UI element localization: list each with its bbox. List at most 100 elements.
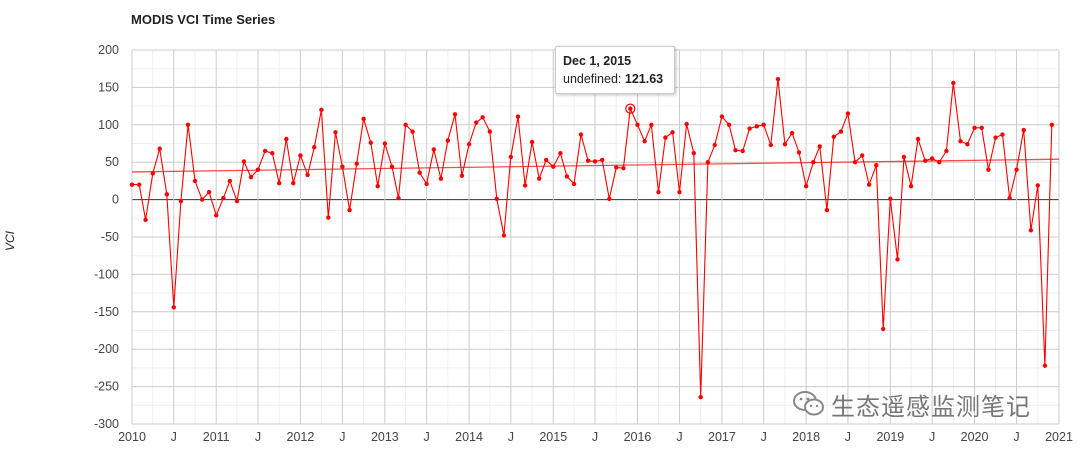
tooltip-value: 121.63 — [624, 72, 664, 86]
data-point — [740, 148, 745, 154]
data-point — [564, 174, 570, 179]
tooltip: Dec 1, 2015 undefined: 121.63 — [555, 46, 675, 94]
data-point — [663, 135, 668, 140]
data-point — [241, 159, 247, 164]
data-point — [340, 164, 345, 169]
data-point — [831, 134, 837, 139]
data-point — [571, 181, 577, 187]
data-point — [255, 167, 261, 172]
x-tick-label: J — [845, 430, 851, 444]
data-point — [333, 130, 338, 135]
data-point — [164, 192, 170, 197]
data-point — [796, 150, 802, 155]
data-point — [522, 183, 528, 188]
tooltip-date: Dec 1, 2015 — [563, 54, 632, 68]
data-point — [585, 158, 591, 163]
data-point — [944, 148, 949, 154]
x-tick-label: 2015 — [539, 430, 567, 444]
y-tick-label: 150 — [98, 80, 119, 94]
x-tick-label: 2020 — [961, 430, 989, 444]
data-point — [719, 114, 725, 119]
y-tick-label: -100 — [94, 267, 119, 281]
data-point — [558, 151, 563, 156]
x-tick-label: 2012 — [287, 430, 315, 444]
highlight-ring — [625, 103, 636, 114]
data-point — [347, 207, 352, 213]
data-point — [298, 153, 303, 158]
data-point — [656, 189, 661, 195]
data-point — [157, 146, 162, 151]
series-line — [132, 79, 1053, 398]
data-point — [529, 139, 535, 145]
y-tick-label: 50 — [105, 155, 119, 169]
data-point — [262, 148, 268, 154]
data-point — [199, 197, 205, 202]
data-point — [389, 164, 395, 169]
data-point — [284, 136, 289, 142]
data-point — [803, 183, 809, 189]
data-point — [248, 174, 254, 180]
data-point — [312, 145, 317, 150]
tooltip-label: undefined: — [563, 72, 622, 86]
data-point — [866, 182, 872, 187]
data-point — [979, 125, 984, 130]
data-point — [221, 195, 226, 201]
data-point — [922, 158, 928, 163]
data-point — [129, 182, 135, 187]
data-point — [677, 189, 682, 195]
data-point — [1035, 183, 1040, 188]
data-point — [895, 257, 900, 262]
data-point — [459, 173, 465, 178]
data-point — [1028, 228, 1034, 233]
data-point — [438, 176, 444, 181]
data-point — [466, 142, 472, 147]
data-point — [206, 189, 212, 195]
data-point — [761, 122, 766, 128]
data-point — [860, 153, 865, 158]
data-point — [543, 157, 549, 163]
x-tick-label: J — [929, 430, 935, 444]
x-tick-label: 2013 — [371, 430, 399, 444]
x-tick-label: 2019 — [876, 430, 904, 444]
data-point — [368, 140, 373, 145]
x-tick-label: J — [676, 430, 682, 444]
data-point — [698, 394, 703, 400]
data-point — [747, 126, 752, 131]
data-point — [874, 162, 879, 168]
data-point — [214, 213, 219, 218]
data-point — [726, 122, 732, 128]
data-point — [578, 132, 584, 137]
y-tick-label: -300 — [94, 417, 119, 431]
data-point — [178, 198, 184, 204]
data-point — [1014, 167, 1019, 172]
x-tick-label: J — [1013, 430, 1019, 444]
data-point — [291, 180, 296, 186]
data-point — [382, 141, 388, 146]
data-point — [817, 144, 822, 149]
data-point — [880, 326, 886, 332]
x-tick-label: J — [761, 430, 767, 444]
data-point — [227, 178, 233, 184]
data-point — [1021, 127, 1026, 133]
data-point — [375, 183, 380, 189]
data-point — [319, 107, 324, 113]
data-point — [361, 116, 366, 122]
data-point — [754, 124, 759, 129]
data-point — [270, 151, 275, 156]
x-tick-label: J — [592, 430, 598, 444]
y-tick-label: 100 — [98, 118, 119, 132]
x-tick-label: J — [255, 430, 261, 444]
y-tick-label: -150 — [94, 305, 119, 319]
data-point — [838, 129, 844, 134]
data-point — [1049, 122, 1055, 128]
data-point — [649, 122, 654, 128]
data-point — [691, 151, 696, 156]
watermark-text: 生态遥感监测笔记 — [831, 393, 1031, 421]
data-point — [410, 129, 415, 134]
data-point — [234, 198, 240, 204]
x-tick-label: 2010 — [118, 430, 146, 444]
data-point — [1042, 363, 1048, 368]
data-point — [628, 106, 633, 111]
